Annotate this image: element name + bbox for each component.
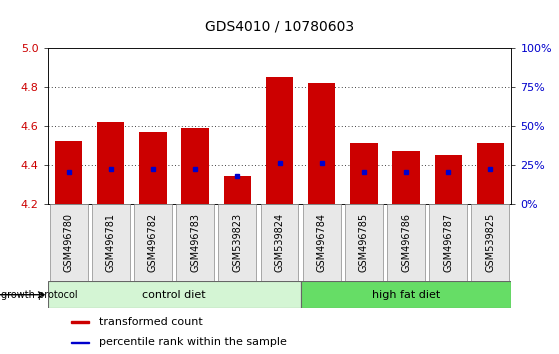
FancyBboxPatch shape <box>92 204 130 281</box>
Bar <box>55 141 82 204</box>
FancyBboxPatch shape <box>429 204 467 281</box>
Text: transformed count: transformed count <box>98 317 202 327</box>
Text: growth protocol: growth protocol <box>1 290 78 300</box>
Bar <box>182 127 209 204</box>
FancyBboxPatch shape <box>134 204 172 281</box>
Bar <box>266 77 293 204</box>
Bar <box>71 321 89 323</box>
FancyBboxPatch shape <box>303 204 340 281</box>
Text: GDS4010 / 10780603: GDS4010 / 10780603 <box>205 19 354 34</box>
Text: control diet: control diet <box>142 290 206 300</box>
Text: GSM496780: GSM496780 <box>64 213 74 272</box>
Text: GSM496787: GSM496787 <box>443 213 453 272</box>
Text: GSM496785: GSM496785 <box>359 213 369 272</box>
Text: GSM539825: GSM539825 <box>485 213 495 272</box>
Text: high fat diet: high fat diet <box>372 290 440 300</box>
Bar <box>139 131 167 204</box>
Text: GSM539824: GSM539824 <box>274 213 285 272</box>
FancyBboxPatch shape <box>219 204 257 281</box>
Bar <box>71 342 89 343</box>
Text: percentile rank within the sample: percentile rank within the sample <box>98 337 286 348</box>
FancyBboxPatch shape <box>176 204 214 281</box>
Bar <box>350 143 377 204</box>
FancyBboxPatch shape <box>260 204 299 281</box>
FancyBboxPatch shape <box>301 281 511 308</box>
Bar <box>97 122 125 204</box>
FancyBboxPatch shape <box>48 281 301 308</box>
Text: GSM496783: GSM496783 <box>190 213 200 272</box>
Text: GSM496781: GSM496781 <box>106 213 116 272</box>
Bar <box>308 83 335 204</box>
Bar <box>477 143 504 204</box>
Text: GSM539823: GSM539823 <box>233 213 242 272</box>
FancyBboxPatch shape <box>387 204 425 281</box>
Bar <box>224 176 251 204</box>
Text: GSM496786: GSM496786 <box>401 213 411 272</box>
Bar <box>392 151 420 204</box>
FancyBboxPatch shape <box>345 204 383 281</box>
FancyBboxPatch shape <box>50 204 88 281</box>
Bar <box>434 155 462 204</box>
Text: GSM496782: GSM496782 <box>148 213 158 272</box>
FancyBboxPatch shape <box>471 204 509 281</box>
Text: GSM496784: GSM496784 <box>317 213 326 272</box>
